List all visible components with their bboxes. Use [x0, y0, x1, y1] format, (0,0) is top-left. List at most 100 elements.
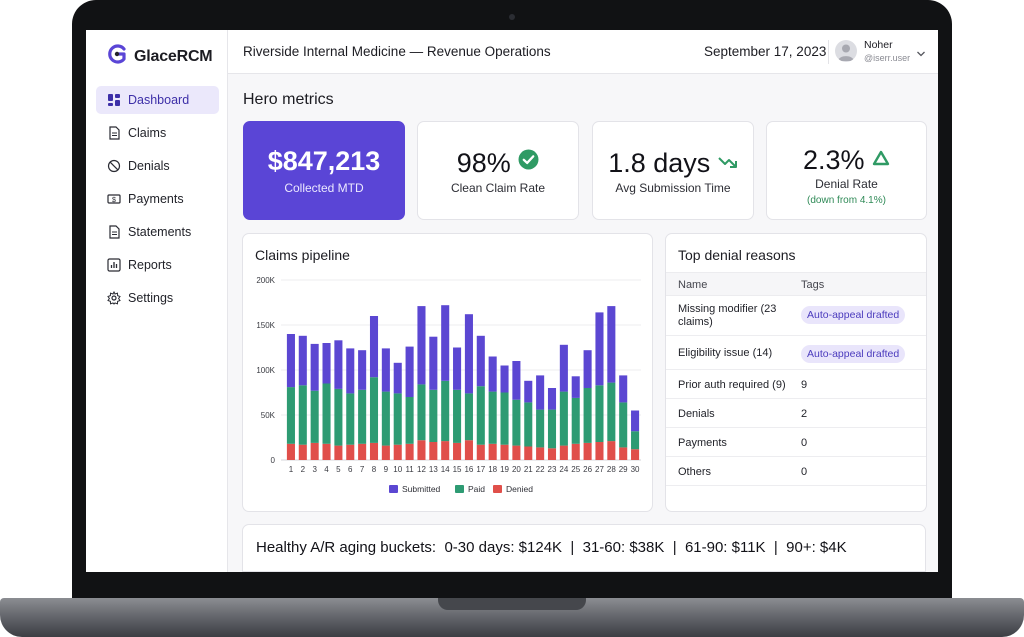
row-name: Prior auth required (9)	[678, 379, 786, 391]
bar-segment-submitted	[334, 340, 343, 389]
sidebar-item-claims[interactable]: Claims	[96, 119, 219, 147]
status-badge[interactable]: Auto-appeal drafted	[801, 345, 906, 363]
bar-segment-denied	[441, 441, 450, 460]
bar-segment-submitted	[464, 314, 473, 394]
bar-segment-denied	[429, 442, 438, 460]
bar-segment-paid	[619, 402, 628, 448]
brand[interactable]: GlaceRCM	[106, 43, 213, 70]
bar-segment-paid	[559, 391, 568, 446]
bar-segment-paid	[631, 431, 640, 450]
bar-segment-submitted	[346, 348, 355, 394]
table-row[interactable]: Eligibility issue (14) Auto-appeal draft…	[666, 336, 926, 370]
chevron-down-icon[interactable]	[916, 45, 926, 63]
x-tick-label: 20	[512, 465, 521, 474]
x-tick-label: 1	[289, 465, 294, 474]
separator: |	[668, 539, 681, 556]
x-tick-label: 25	[571, 465, 580, 474]
legend-label: Denied	[506, 484, 533, 494]
x-tick-label: 3	[312, 465, 317, 474]
sidebar-item-statements[interactable]: Statements	[96, 218, 219, 246]
sidebar-item-settings[interactable]: Settings	[96, 284, 219, 312]
metric-card-collected[interactable]: $847,213 Collected MTD	[243, 121, 405, 220]
bar-segment-submitted	[559, 344, 568, 392]
row-count: 2	[801, 408, 808, 420]
x-tick-label: 26	[583, 465, 592, 474]
bar-segment-denied	[607, 441, 616, 460]
bar-segment-denied	[393, 444, 402, 460]
x-tick-label: 17	[476, 465, 485, 474]
bar-segment-submitted	[524, 380, 533, 403]
avatar[interactable]	[835, 40, 857, 62]
bar-segment-submitted	[298, 335, 307, 386]
bar-segment-denied	[286, 443, 295, 460]
user-handle: @iserr.user	[864, 53, 911, 63]
sidebar-item-denials[interactable]: Denials	[96, 152, 219, 180]
metric-value: $847,213	[267, 146, 381, 176]
table-row[interactable]: Payments 0	[666, 428, 926, 457]
bar-segment-paid	[441, 380, 450, 442]
bar-segment-denied	[310, 442, 319, 460]
section-title: Hero metrics	[243, 91, 334, 108]
metric-note: (down from 4.1%)	[807, 195, 886, 206]
metric-card-clean-claim[interactable]: 98% Clean Claim Rate	[417, 121, 579, 220]
bar-segment-paid	[571, 397, 580, 444]
x-tick-label: 6	[348, 465, 353, 474]
document-icon	[107, 225, 121, 239]
separator: |	[769, 539, 782, 556]
sidebar-item-dashboard[interactable]: Dashboard	[96, 86, 219, 114]
metric-card-denial-rate[interactable]: 2.3% Denial Rate (down from 4.1%)	[766, 121, 927, 220]
camera-icon	[509, 14, 515, 20]
bar-chart-icon	[107, 258, 121, 272]
sidebar-item-payments[interactable]: $ Payments	[96, 185, 219, 213]
table-row[interactable]: Prior auth required (9) 9	[666, 370, 926, 399]
bar-segment-paid	[286, 387, 295, 444]
bar-segment-paid	[583, 388, 592, 443]
x-tick-label: 14	[441, 465, 450, 474]
metric-card-submission-time[interactable]: 1.8 days Avg Submission Time	[592, 121, 754, 220]
panel-title: Top denial reasons	[678, 247, 796, 263]
bar-segment-paid	[512, 399, 521, 446]
bar-segment-submitted	[476, 335, 485, 387]
user-name[interactable]: Noher	[864, 39, 893, 51]
x-tick-label: 27	[595, 465, 604, 474]
bar-segment-paid	[536, 409, 545, 448]
table-row[interactable]: Denials 2	[666, 399, 926, 428]
ar-bucket-0-30: 0-30 days: $124K	[444, 539, 563, 556]
x-tick-label: 21	[524, 465, 533, 474]
column-header-tags[interactable]: Tags	[801, 279, 825, 291]
metric-label: Clean Claim Rate	[450, 181, 546, 195]
metric-value: 2.3%	[767, 142, 926, 176]
bar-segment-paid	[322, 383, 331, 444]
table-row[interactable]: Missing modifier (23 claims) Auto-appeal…	[666, 296, 926, 336]
bar-segment-submitted	[322, 343, 331, 384]
table-header: Name Tags	[666, 272, 926, 296]
bar-segment-paid	[476, 386, 485, 445]
check-circle-icon	[518, 146, 539, 177]
x-tick-label: 24	[559, 465, 568, 474]
row-count: 9	[801, 379, 808, 391]
metric-value-text: 2.3%	[802, 145, 865, 175]
metric-value: 98%	[418, 146, 578, 179]
header-divider	[828, 40, 829, 64]
y-tick-label: 100K	[256, 366, 275, 375]
bar-segment-denied	[524, 446, 533, 460]
sidebar-item-reports[interactable]: Reports	[96, 251, 219, 279]
table-row[interactable]: Others 0	[666, 457, 926, 486]
bar-segment-submitted	[429, 336, 438, 390]
y-tick-label: 0	[271, 456, 276, 465]
separator: |	[566, 539, 579, 556]
bar-segment-denied	[619, 447, 628, 460]
bar-segment-paid	[464, 393, 473, 441]
y-tick-label: 200K	[256, 276, 275, 285]
legend-label: Paid	[468, 484, 485, 494]
bar-segment-paid	[310, 390, 319, 443]
bar-segment-submitted	[536, 375, 545, 410]
bar-segment-paid	[381, 391, 390, 446]
bar-segment-submitted	[512, 361, 521, 400]
bar-segment-denied	[358, 443, 367, 460]
current-date: September 17, 2023	[704, 44, 827, 59]
x-tick-label: 5	[336, 465, 341, 474]
column-header-name[interactable]: Name	[678, 279, 708, 291]
status-badge[interactable]: Auto-appeal drafted	[801, 306, 906, 324]
